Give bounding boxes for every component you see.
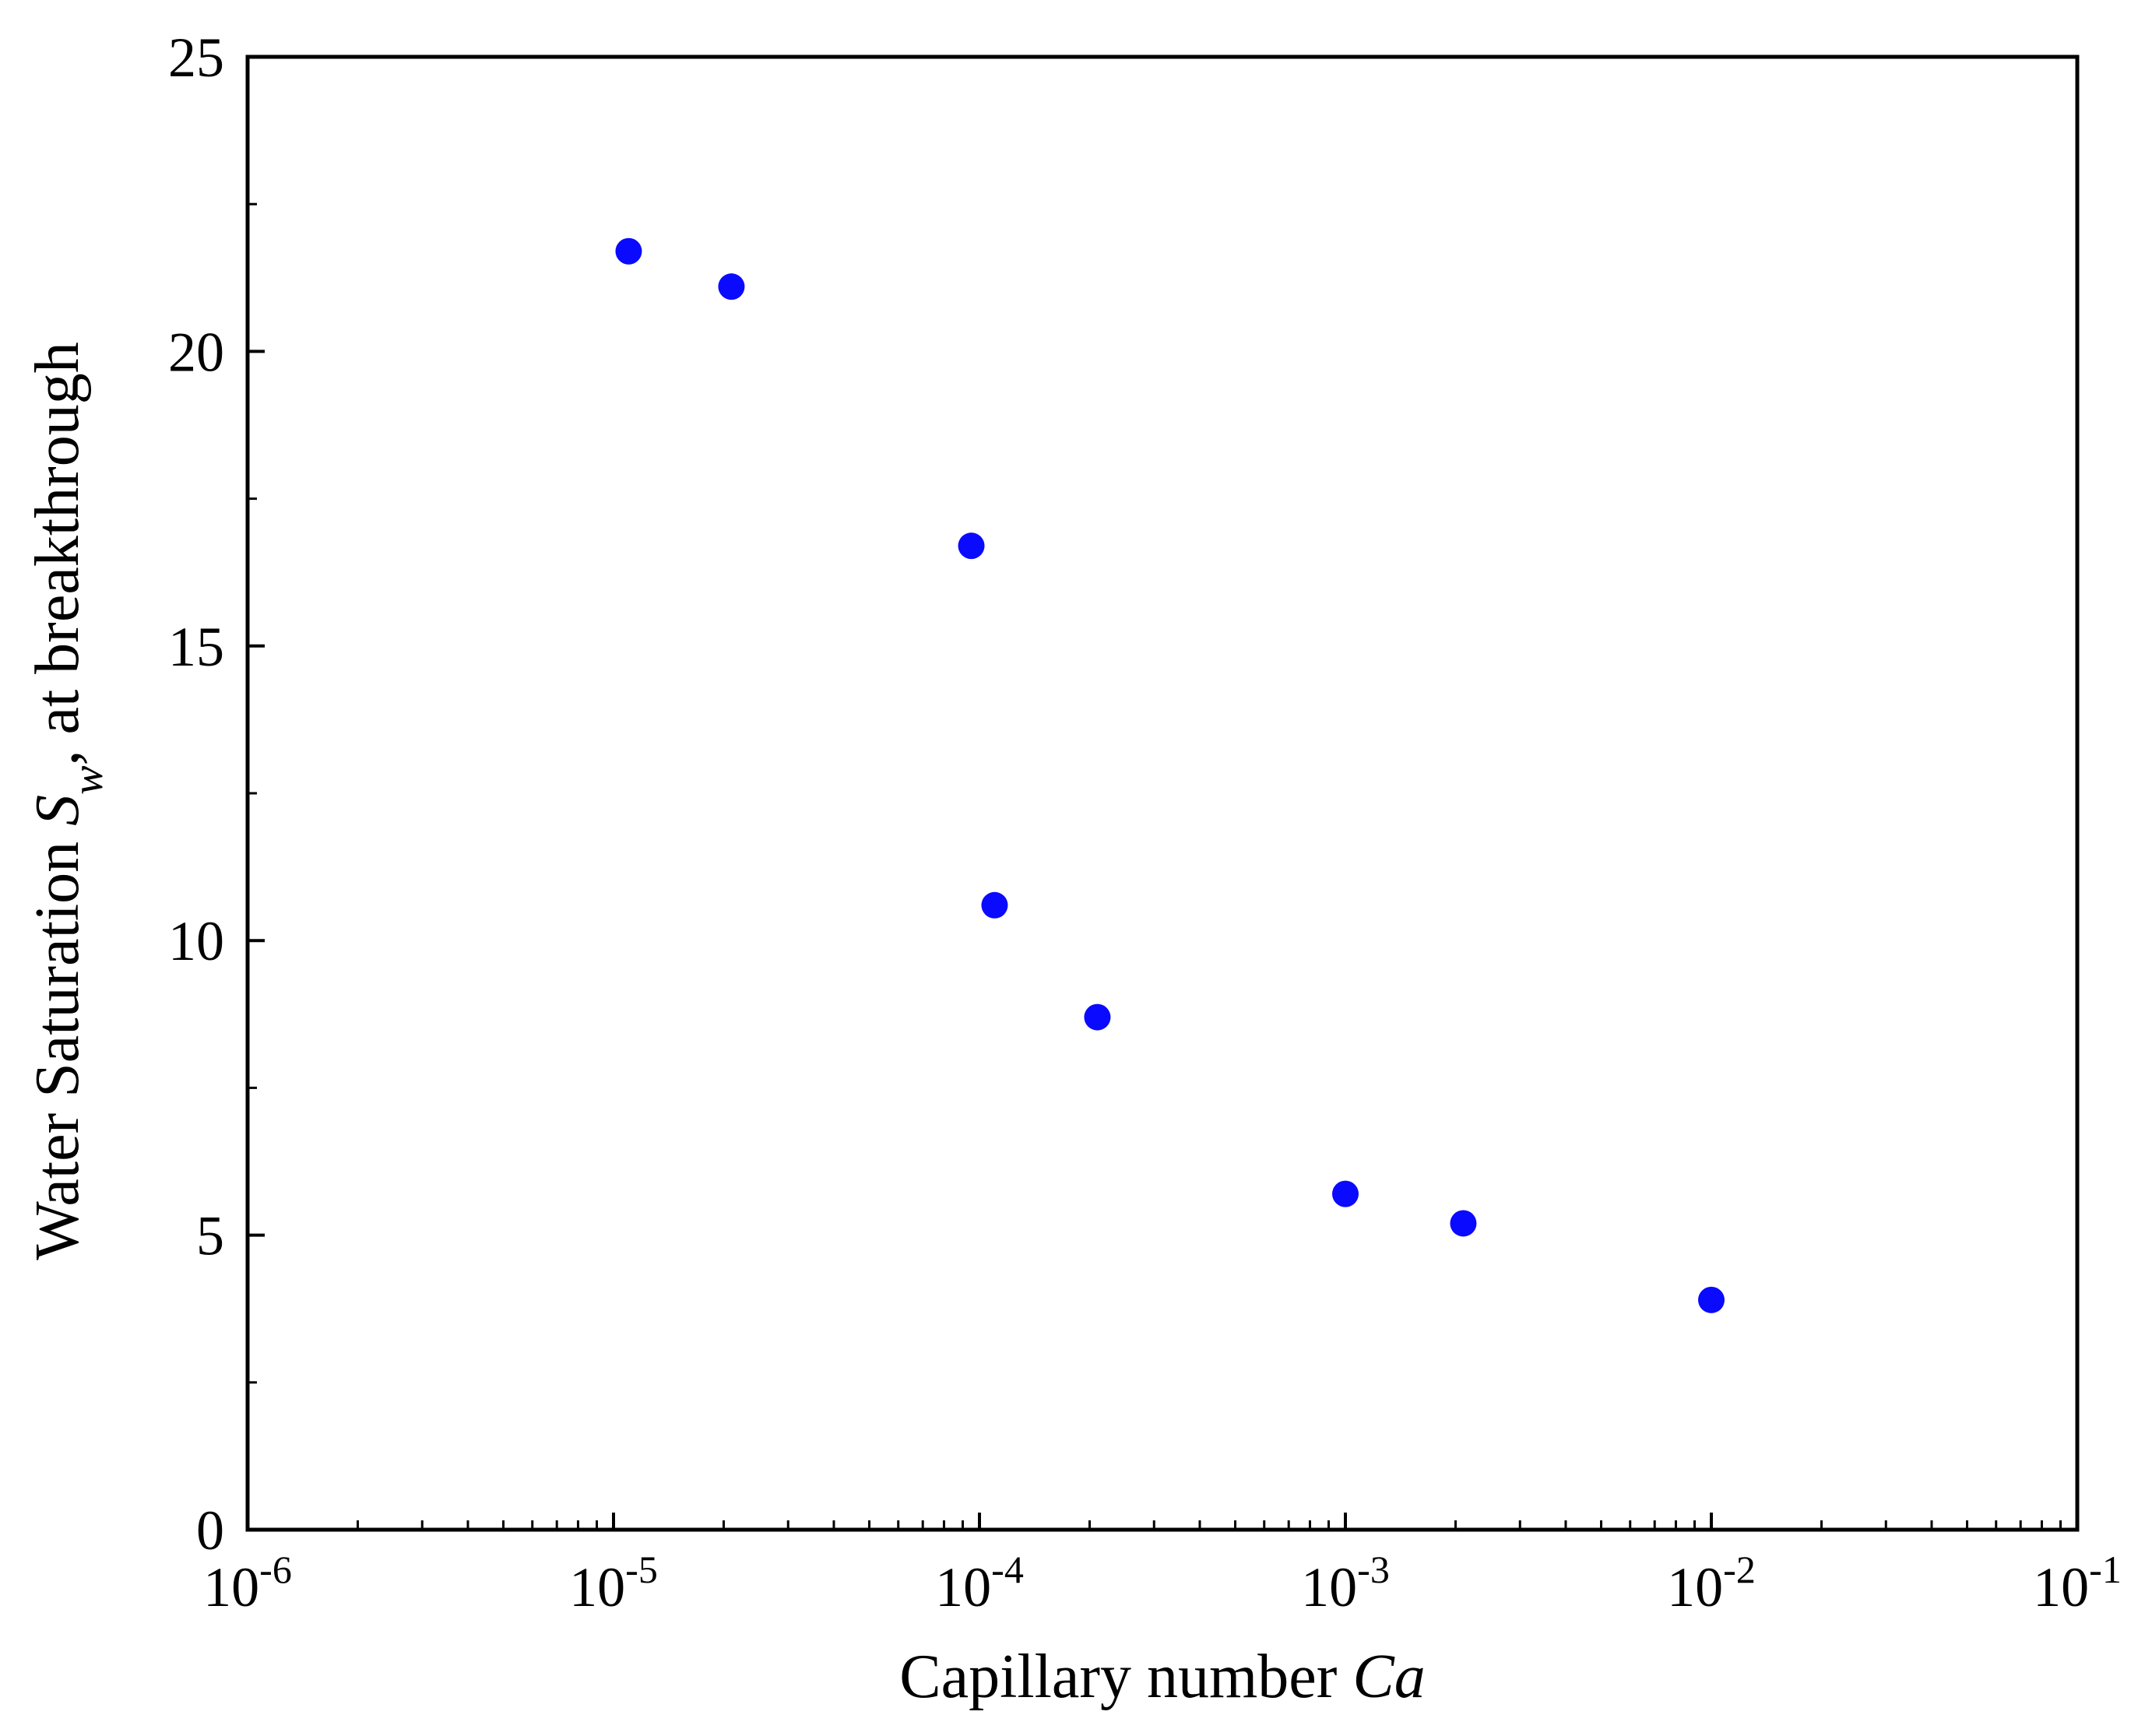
y-tick-label: 15 bbox=[168, 616, 224, 678]
x-tick-label: 10-5 bbox=[569, 1548, 658, 1618]
y-axis-title: Water Saturation Sw, at breakthrough bbox=[23, 342, 112, 1260]
x-tick-label-exponent: -6 bbox=[259, 1548, 292, 1591]
x-tick-label: 10-3 bbox=[1301, 1548, 1390, 1618]
y-axis-title-prefix: Water Saturation bbox=[23, 842, 92, 1260]
x-tick-label-exponent: -3 bbox=[1357, 1548, 1390, 1591]
data-point bbox=[958, 532, 985, 560]
plot-frame bbox=[245, 54, 2080, 1532]
x-tick-label-base: 10 bbox=[1301, 1556, 1357, 1618]
axis-ticks bbox=[246, 55, 2079, 1531]
y-tick-labels: 0 5 10 15 20 25 bbox=[168, 26, 224, 1562]
data-points bbox=[615, 237, 1725, 1313]
x-tick-label-exponent: -1 bbox=[2089, 1548, 2122, 1591]
x-tick-label-base: 10 bbox=[569, 1556, 625, 1618]
x-axis-title: Capillary number Ca bbox=[899, 1643, 1425, 1711]
x-tick-label-exponent: -2 bbox=[1723, 1548, 1756, 1591]
x-axis-title-symbol: Ca bbox=[1352, 1643, 1425, 1711]
x-tick-label-exponent: -5 bbox=[625, 1548, 658, 1591]
data-point bbox=[1698, 1286, 1725, 1313]
y-axis-title-suffix: , at breakthrough bbox=[23, 342, 92, 765]
y-axis-title-symbol: S bbox=[23, 795, 92, 826]
y-tick-label: 5 bbox=[196, 1205, 224, 1267]
data-point bbox=[718, 273, 745, 300]
data-point bbox=[1450, 1210, 1477, 1237]
x-tick-label-base: 10 bbox=[1667, 1556, 1723, 1618]
x-tick-label: 10-4 bbox=[935, 1548, 1024, 1618]
y-tick-label: 10 bbox=[168, 910, 224, 972]
x-tick-labels: 10-6 10-5 10-4 10-3 10-2 10-1 bbox=[203, 1548, 2122, 1618]
x-tick-label: 10-2 bbox=[1667, 1548, 1756, 1618]
x-tick-label-base: 10 bbox=[935, 1556, 991, 1618]
x-tick-label-base: 10 bbox=[203, 1556, 259, 1618]
x-tick-label: 10-1 bbox=[2033, 1548, 2122, 1618]
data-point bbox=[1332, 1180, 1359, 1207]
x-axis-title-text: Capillary number bbox=[899, 1643, 1337, 1711]
data-point bbox=[981, 891, 1008, 919]
x-tick-label: 10-6 bbox=[203, 1548, 292, 1618]
y-axis-title-subscript: w bbox=[64, 766, 112, 795]
y-tick-label: 0 bbox=[196, 1499, 224, 1562]
x-tick-label-exponent: -4 bbox=[991, 1548, 1024, 1591]
y-tick-label: 25 bbox=[168, 26, 224, 89]
y-tick-label: 20 bbox=[168, 321, 224, 383]
x-tick-label-base: 10 bbox=[2033, 1556, 2089, 1618]
data-point bbox=[1084, 1003, 1111, 1031]
data-point bbox=[615, 237, 642, 265]
